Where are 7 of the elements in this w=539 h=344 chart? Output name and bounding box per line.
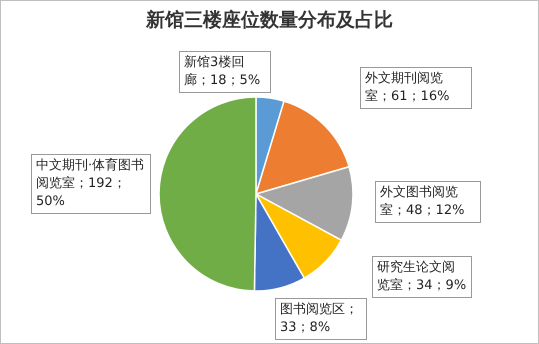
- chart-title: 新馆三楼座位数量分布及占比: [144, 8, 394, 33]
- slice-label: 外文图书阅览室；48；12%: [375, 181, 481, 223]
- slice-label: 研究生论文阅览室；34；9%: [372, 256, 472, 298]
- slice-label: 图书阅览区；33；8%: [275, 298, 367, 340]
- slice-label: 中文期刊·体育图书阅览室；192；50%: [31, 154, 151, 214]
- slice-label: 外文期刊阅览室；61；16%: [360, 67, 472, 109]
- slice-label: 新馆3楼回廊；18；5%: [179, 51, 271, 93]
